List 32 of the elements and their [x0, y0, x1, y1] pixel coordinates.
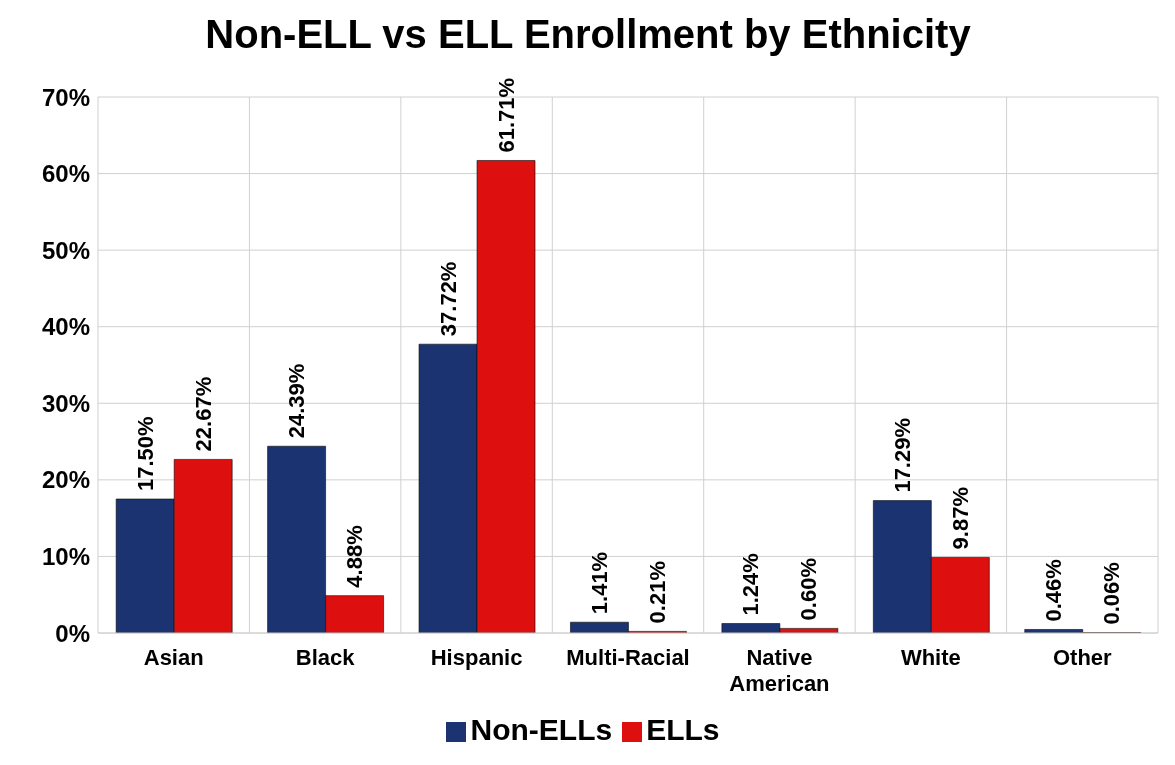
- data-label: 0.06%: [1099, 562, 1125, 625]
- data-label: 22.67%: [190, 376, 216, 452]
- x-tick-label: Hispanic: [430, 645, 523, 670]
- y-tick-label: 40%: [41, 313, 90, 341]
- data-label: 17.50%: [132, 416, 158, 491]
- data-label: 24.39%: [284, 363, 310, 439]
- data-label: 0.21%: [644, 561, 670, 624]
- legend-label: ELLs: [646, 713, 720, 746]
- data-label: 9.87%: [947, 487, 973, 550]
- legend-label: Non-ELLs: [470, 713, 613, 746]
- data-label: 0.46%: [1041, 559, 1067, 622]
- x-tick-label: Black: [295, 645, 356, 670]
- x-tick-label: Other: [1052, 645, 1113, 670]
- y-tick-label: 70%: [41, 83, 90, 111]
- x-tick-label: Asian: [143, 645, 204, 670]
- data-label: 1.24%: [738, 553, 764, 616]
- y-tick-label: 0%: [55, 619, 90, 647]
- data-label: 37.72%: [435, 261, 461, 337]
- x-tick-label: Multi-Racial: [566, 645, 690, 670]
- data-label: 17.29%: [889, 417, 915, 493]
- data-label: 4.88%: [342, 525, 368, 588]
- y-tick-label: 50%: [41, 236, 90, 264]
- y-tick-label: 30%: [41, 389, 90, 417]
- data-label: 0.60%: [796, 558, 822, 621]
- y-tick-label: 10%: [41, 542, 90, 570]
- data-label: 1.41%: [586, 551, 612, 615]
- data-label: 61.71%: [493, 77, 519, 153]
- y-tick-label: 20%: [41, 466, 90, 494]
- x-tick-label: White: [900, 645, 961, 670]
- chart-title: Non-ELL vs ELL Enrollment by Ethnicity: [204, 11, 972, 57]
- y-tick-label: 60%: [41, 160, 90, 188]
- x-tick-label: Native American: [729, 645, 830, 696]
